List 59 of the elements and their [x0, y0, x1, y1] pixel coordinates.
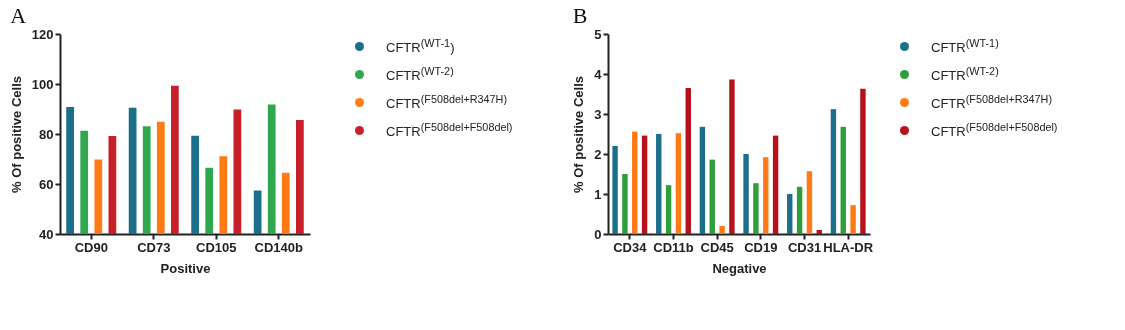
- x-tick-label: CD45: [700, 239, 734, 255]
- bar: [796, 186, 803, 234]
- x-tick-label: CD90: [74, 239, 108, 255]
- bar: [850, 205, 856, 234]
- y-tick-label: 120: [31, 26, 54, 42]
- bar: [830, 109, 837, 234]
- bar: [787, 194, 793, 234]
- x-tick-label: CD34: [613, 239, 648, 255]
- legend-label: CFTR$^{(WT-1)}$: [931, 36, 999, 56]
- bar: [860, 88, 866, 234]
- x-tick-label: CD31: [787, 239, 822, 255]
- bar: [665, 185, 672, 234]
- y-tick-label: 5: [594, 26, 602, 42]
- bar: [675, 133, 682, 234]
- bar: [753, 183, 759, 234]
- bar: [743, 154, 749, 234]
- legend-label: CFTR$^{(F508del+R347H)}$: [386, 92, 508, 112]
- bar: [612, 146, 618, 234]
- y-tick-label: 4: [594, 66, 603, 82]
- bar: [641, 135, 648, 234]
- y-tick-label: 1: [594, 186, 602, 202]
- bar: [816, 230, 822, 234]
- legend-label: CFTR$^{(WT-2)}$: [931, 64, 999, 84]
- x-axis-title: Positive: [160, 260, 211, 276]
- legend-label: CFTR$^{(F508del+R347H)}$: [931, 92, 1053, 112]
- y-tick-label: 40: [39, 226, 54, 242]
- bar: [772, 135, 779, 234]
- bar: [729, 79, 735, 234]
- x-axis-title: Negative: [712, 260, 767, 276]
- x-tick-label: CD19: [744, 239, 778, 255]
- bar: [632, 131, 638, 234]
- y-tick-label: 2: [594, 146, 602, 162]
- y-tick-label: 0: [594, 226, 602, 242]
- bar: [763, 157, 769, 234]
- y-tick-label: 100: [31, 76, 54, 92]
- y-axis-title: % Of positive Cells: [8, 75, 24, 194]
- x-tick-label: CD11b: [653, 239, 694, 255]
- chart-title: B: [572, 3, 588, 28]
- bar: [656, 134, 662, 234]
- x-tick-label: HLA-DR: [823, 239, 874, 255]
- bar: [806, 171, 813, 234]
- legend-label: CFTR$^{(WT-2)}$: [386, 64, 454, 84]
- bar: [622, 174, 628, 234]
- bar: [699, 126, 706, 234]
- bar: [685, 88, 691, 234]
- x-tick-label: CD105: [196, 239, 237, 255]
- bar: [840, 126, 846, 234]
- legend-label: CFTR$^{(F508del+F508del)}$: [386, 120, 513, 140]
- x-tick-label: CD140b: [254, 239, 304, 255]
- y-tick-label: 60: [39, 176, 54, 192]
- y-axis-title: % Of positive Cells: [571, 75, 587, 194]
- bar: [709, 159, 715, 234]
- legend-label: CFTR$^{(F508del+F508del)}$: [931, 120, 1058, 140]
- bar: [719, 226, 725, 234]
- legend-label: CFTR$^{(WT-1}$): [386, 36, 455, 56]
- y-tick-label: 3: [594, 106, 602, 122]
- y-tick-label: 80: [39, 126, 54, 142]
- x-tick-label: CD73: [137, 239, 171, 255]
- chart-title: A: [10, 3, 27, 28]
